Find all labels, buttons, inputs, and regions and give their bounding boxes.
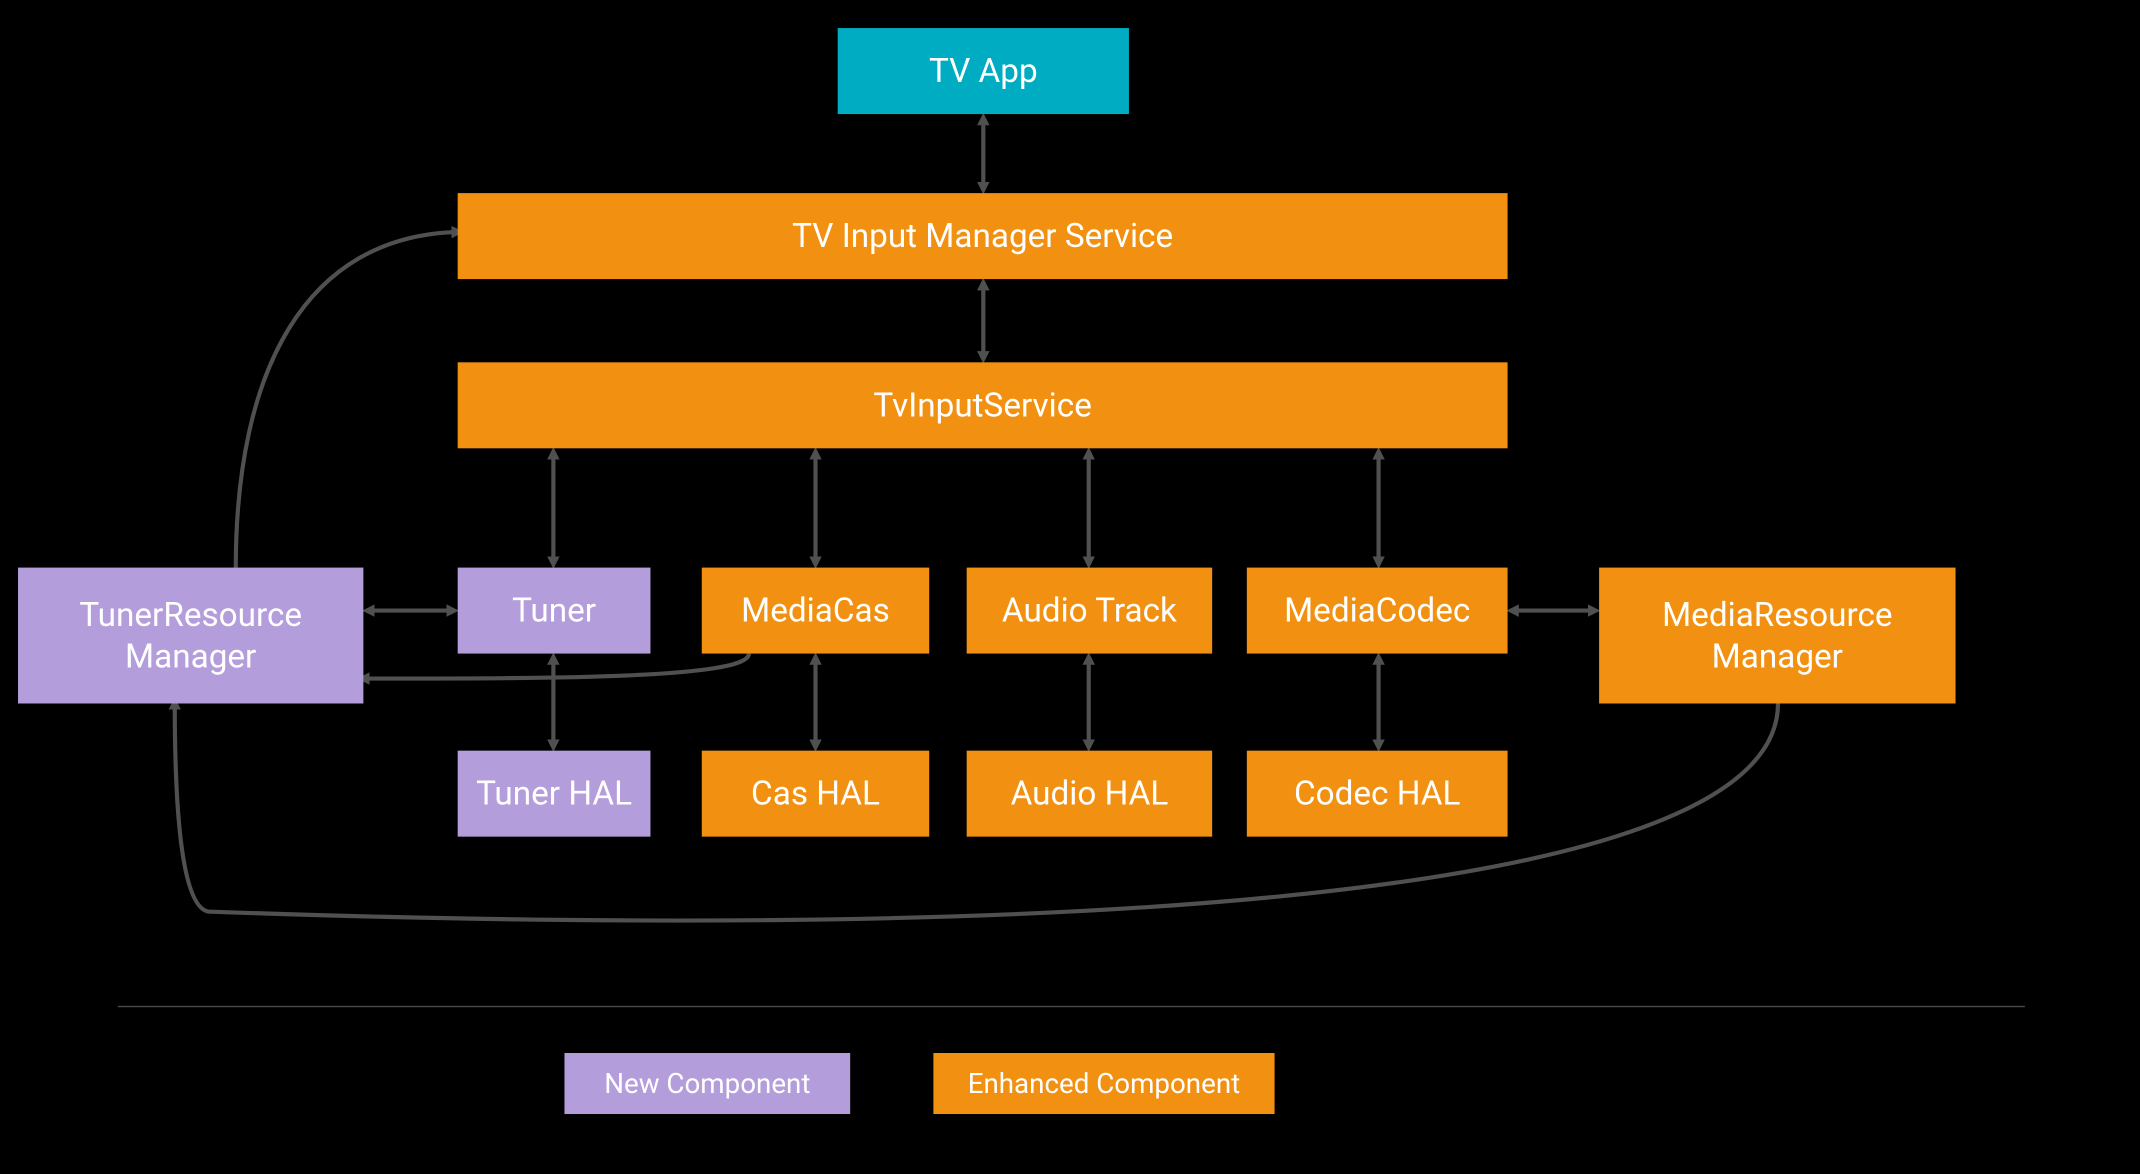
- node-tvinput-svc: TvInputService: [458, 362, 1508, 448]
- node-codec-hal: Codec HAL: [1247, 751, 1508, 837]
- legend-new: New Component: [564, 1053, 850, 1114]
- node-tuner-hal: Tuner HAL: [458, 751, 651, 837]
- node-tuner: Tuner: [458, 568, 651, 654]
- node-trm: TunerResourceManager: [18, 568, 363, 704]
- node-cas-hal: Cas HAL: [702, 751, 929, 837]
- node-mediacas: MediaCas: [702, 568, 929, 654]
- edge-trm-to-tim: [236, 232, 458, 568]
- node-audio-hal: Audio HAL: [967, 751, 1212, 837]
- architecture-diagram: TV App TV Input Manager Service TvInputSer…: [0, 24, 2140, 1150]
- legend-divider: [118, 1006, 2025, 1007]
- node-tim-service: TV Input Manager Service: [458, 193, 1508, 279]
- node-audiotrack: Audio Track: [967, 568, 1212, 654]
- legend-enhanced: Enhanced Component: [933, 1053, 1274, 1114]
- node-tv-app: TV App: [838, 28, 1129, 114]
- edge-mediacas-to-trm: [363, 654, 749, 679]
- node-mrm: MediaResourceManager: [1599, 568, 1955, 704]
- node-mediacodec: MediaCodec: [1247, 568, 1508, 654]
